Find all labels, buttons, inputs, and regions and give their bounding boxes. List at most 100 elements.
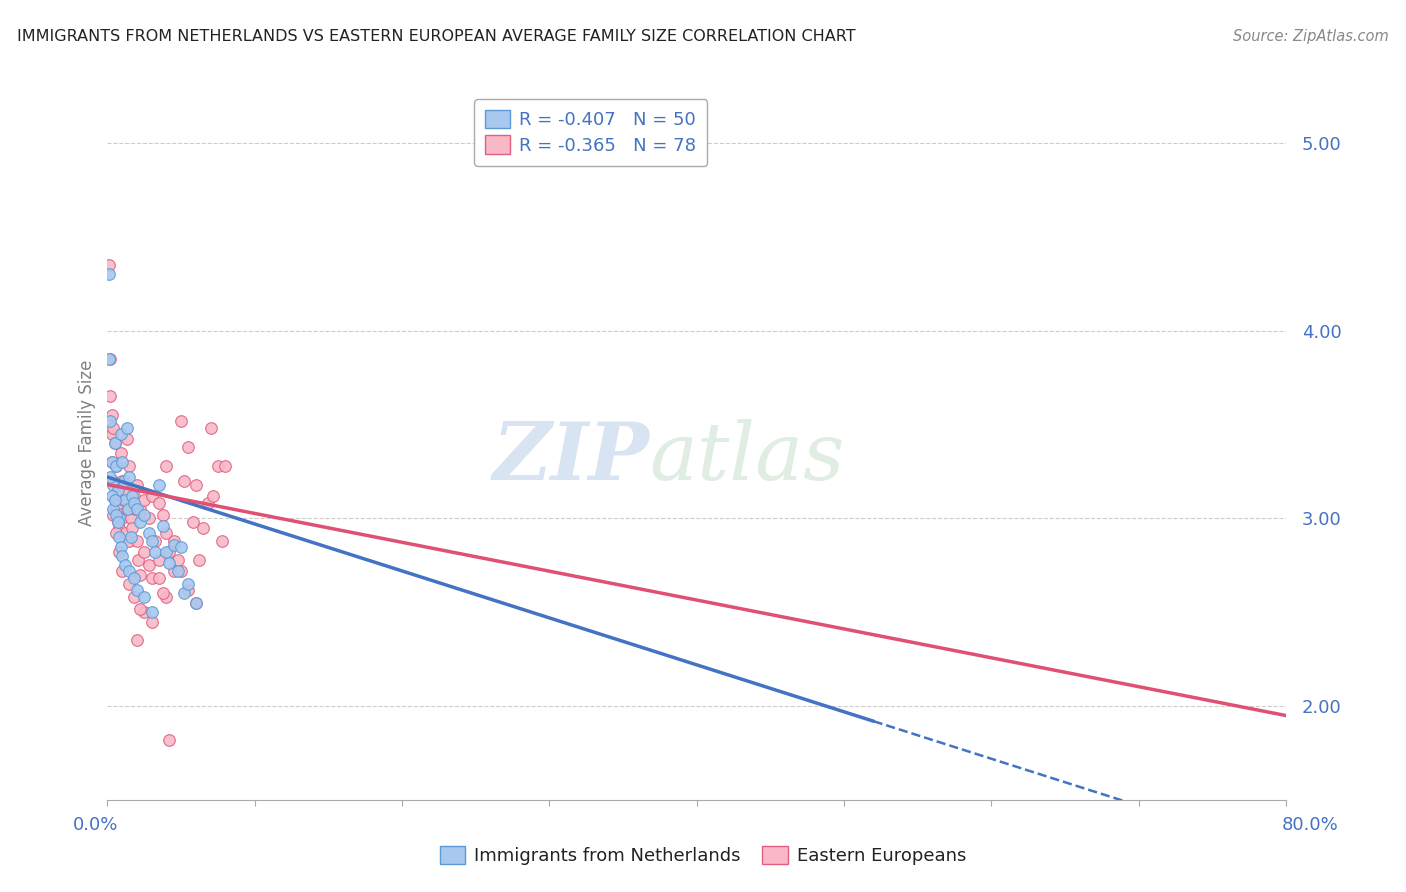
- Point: [157, 733, 180, 747]
- Point: [184, 477, 207, 491]
- Point: [148, 477, 170, 491]
- Point: [101, 426, 124, 441]
- Point: [112, 492, 135, 507]
- Text: Source: ZipAtlas.com: Source: ZipAtlas.com: [1233, 29, 1389, 44]
- Point: [107, 515, 129, 529]
- Point: [111, 549, 134, 563]
- Point: [125, 582, 148, 597]
- Point: [152, 586, 174, 600]
- Point: [121, 521, 143, 535]
- Point: [97, 258, 120, 272]
- Point: [207, 458, 229, 473]
- Y-axis label: Average Family Size: Average Family Size: [79, 360, 96, 526]
- Point: [128, 515, 150, 529]
- Point: [114, 483, 136, 498]
- Text: 0.0%: 0.0%: [73, 816, 118, 834]
- Point: [148, 496, 170, 510]
- Point: [143, 533, 166, 548]
- Legend: R = -0.407   N = 50, R = -0.365   N = 78: R = -0.407 N = 50, R = -0.365 N = 78: [474, 99, 707, 166]
- Point: [214, 458, 236, 473]
- Point: [120, 511, 142, 525]
- Point: [115, 421, 138, 435]
- Point: [118, 533, 141, 548]
- Point: [134, 492, 156, 507]
- Point: [110, 426, 132, 441]
- Point: [103, 421, 125, 435]
- Point: [98, 351, 121, 366]
- Point: [98, 470, 121, 484]
- Point: [163, 538, 186, 552]
- Point: [107, 515, 129, 529]
- Point: [104, 492, 127, 507]
- Point: [110, 445, 132, 459]
- Point: [112, 474, 135, 488]
- Point: [170, 540, 193, 554]
- Point: [184, 596, 207, 610]
- Point: [128, 567, 150, 582]
- Point: [163, 564, 186, 578]
- Point: [105, 526, 128, 541]
- Point: [101, 455, 124, 469]
- Point: [141, 571, 163, 585]
- Point: [117, 502, 139, 516]
- Point: [120, 530, 142, 544]
- Text: ZIP: ZIP: [492, 418, 650, 496]
- Point: [211, 533, 233, 548]
- Point: [138, 526, 160, 541]
- Point: [108, 530, 131, 544]
- Point: [177, 440, 200, 454]
- Point: [118, 577, 141, 591]
- Point: [202, 489, 225, 503]
- Point: [181, 515, 204, 529]
- Point: [134, 605, 156, 619]
- Point: [101, 489, 124, 503]
- Point: [122, 571, 145, 585]
- Point: [115, 433, 138, 447]
- Point: [118, 470, 141, 484]
- Point: [105, 458, 128, 473]
- Point: [197, 496, 219, 510]
- Point: [105, 458, 128, 473]
- Point: [170, 414, 193, 428]
- Point: [152, 508, 174, 522]
- Text: 80.0%: 80.0%: [1282, 816, 1339, 834]
- Point: [141, 615, 163, 629]
- Point: [124, 502, 146, 516]
- Point: [121, 489, 143, 503]
- Point: [122, 489, 145, 503]
- Point: [141, 489, 163, 503]
- Point: [111, 455, 134, 469]
- Point: [127, 552, 149, 566]
- Point: [105, 508, 128, 522]
- Point: [141, 533, 163, 548]
- Point: [128, 502, 150, 516]
- Point: [134, 508, 156, 522]
- Point: [125, 477, 148, 491]
- Point: [117, 502, 139, 516]
- Point: [101, 408, 124, 422]
- Legend: Immigrants from Netherlands, Eastern Europeans: Immigrants from Netherlands, Eastern Eur…: [433, 838, 973, 872]
- Point: [138, 558, 160, 573]
- Point: [101, 455, 124, 469]
- Point: [141, 605, 163, 619]
- Point: [125, 633, 148, 648]
- Point: [122, 591, 145, 605]
- Point: [98, 389, 121, 403]
- Point: [200, 421, 222, 435]
- Point: [103, 474, 125, 488]
- Point: [173, 586, 195, 600]
- Point: [97, 267, 120, 281]
- Point: [105, 502, 128, 516]
- Point: [103, 477, 125, 491]
- Point: [104, 436, 127, 450]
- Point: [155, 458, 177, 473]
- Point: [104, 436, 127, 450]
- Text: atlas: atlas: [650, 418, 845, 496]
- Point: [98, 414, 121, 428]
- Point: [148, 571, 170, 585]
- Point: [143, 545, 166, 559]
- Point: [118, 458, 141, 473]
- Point: [148, 552, 170, 566]
- Point: [108, 521, 131, 535]
- Point: [108, 511, 131, 525]
